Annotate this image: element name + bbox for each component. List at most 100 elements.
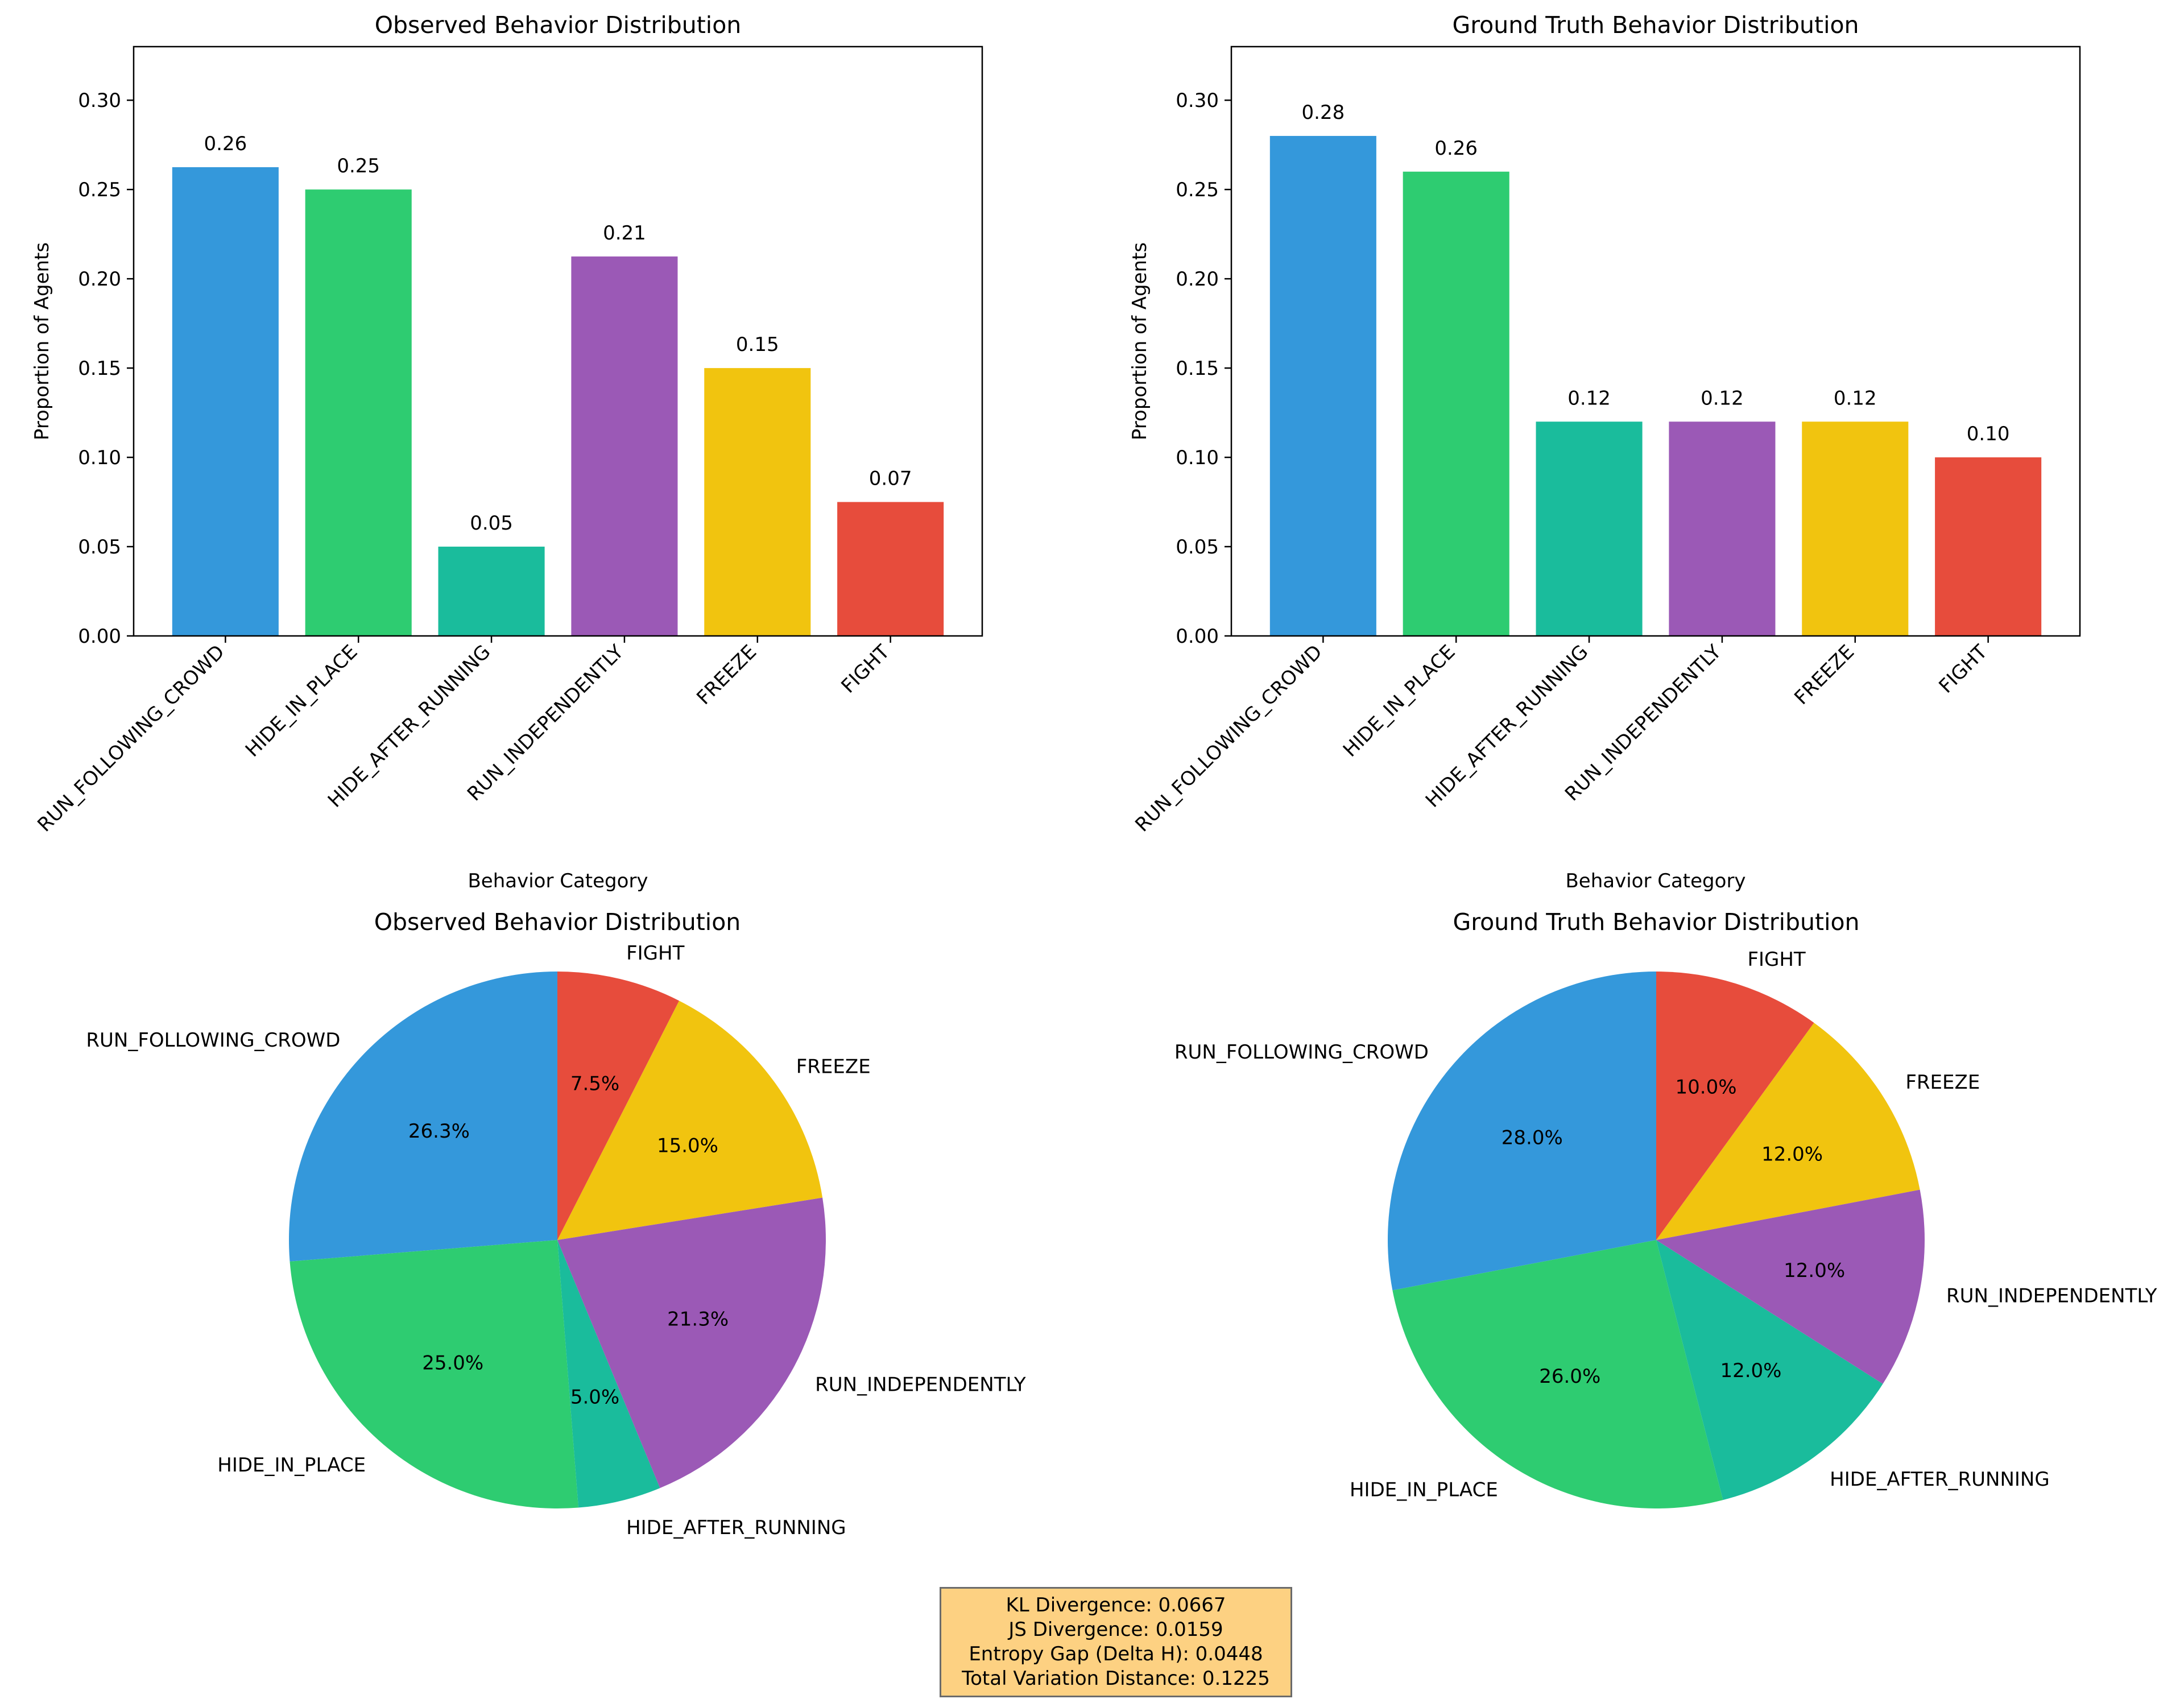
bar-value-label: 0.28 <box>1302 101 1345 124</box>
pie-slice-hide-after-running <box>1656 1240 1883 1501</box>
bar-value-label: 0.12 <box>1834 387 1877 410</box>
x-tick-label: HIDE_IN_PLACE <box>1339 640 1460 762</box>
x-tick-label: FREEZE <box>692 640 761 709</box>
pie-chart-1: Observed Behavior Distribution 26.3% RUN_F… <box>86 908 1025 1539</box>
pie-slice-freeze <box>1656 1023 1920 1240</box>
y-tick-label: 0.15 <box>1176 357 1219 380</box>
bar-chart-title: Ground Truth Behavior Distribution <box>1452 11 1859 39</box>
pie-percent-label: 26.3% <box>408 1120 470 1143</box>
pie-slice-run-independently <box>557 1197 826 1489</box>
x-tick-label: FIGHT <box>837 640 894 698</box>
x-tick-label: HIDE_IN_PLACE <box>241 640 362 762</box>
bar-hide-in-place <box>305 189 412 636</box>
pie-chart-title: Observed Behavior Distribution <box>374 908 741 936</box>
y-tick-label: 0.20 <box>78 268 121 291</box>
x-tick-label: FREEZE <box>1790 640 1859 709</box>
bar-value-label: 0.26 <box>1434 137 1478 160</box>
bar-hide-after-running <box>1536 421 1643 636</box>
pie-category-label: RUN_INDEPENDENTLY <box>815 1373 1026 1396</box>
pie-category-label: HIDE_IN_PLACE <box>217 1454 366 1477</box>
pie-slice-hide-in-place <box>289 1240 578 1508</box>
pie-slice-run-following-crowd <box>289 972 557 1262</box>
pie-percent-label: 12.0% <box>1761 1143 1823 1165</box>
bar-value-label: 0.12 <box>1567 387 1611 410</box>
pie-percent-label: 28.0% <box>1502 1126 1563 1149</box>
pie-category-label: FREEZE <box>1905 1071 1980 1094</box>
bar-chart-2: Ground Truth Behavior Distribution 0.28 0.… <box>1128 11 2081 892</box>
bar-value-label: 0.07 <box>869 468 912 490</box>
bar-value-label: 0.10 <box>1967 423 2010 445</box>
pie-category-label: FIGHT <box>626 942 684 965</box>
pie-percent-label: 25.0% <box>422 1351 483 1374</box>
pie-slice-run-independently <box>1656 1189 1925 1384</box>
pie-percent-label: 26.0% <box>1539 1365 1600 1388</box>
pie-category-label: HIDE_AFTER_RUNNING <box>1830 1468 2050 1491</box>
pie-category-label: FREEZE <box>796 1055 871 1078</box>
y-tick-label: 0.10 <box>78 447 121 469</box>
y-tick-label: 0.30 <box>78 89 121 112</box>
bar-value-label: 0.25 <box>337 155 380 177</box>
bar-value-label: 0.15 <box>736 333 779 356</box>
pie-percent-label: 21.3% <box>667 1308 729 1330</box>
bar-hide-after-running <box>438 547 545 636</box>
pie-percent-label: 12.0% <box>1784 1259 1845 1282</box>
y-tick-label: 0.15 <box>78 357 121 380</box>
bar-chart-1: Observed Behavior Distribution 0.26 0.25 0.… <box>31 11 983 892</box>
bar-value-label: 0.21 <box>603 222 646 245</box>
x-axis-label: Behavior Category <box>1565 870 1745 892</box>
total-variation-text: Total Variation Distance: 0.1225 <box>962 1667 1270 1690</box>
x-axis-label: Behavior Category <box>468 870 648 892</box>
bar-fight <box>1935 457 2042 636</box>
bar-value-label: 0.26 <box>204 133 247 155</box>
bar-hide-in-place <box>1403 171 1509 636</box>
bar-value-label: 0.12 <box>1701 387 1744 410</box>
js-divergence-text: JS Divergence: 0.0159 <box>1008 1618 1223 1641</box>
metrics-box: KL Divergence: 0.0667 JS Divergence: 0.0… <box>940 1587 1292 1697</box>
y-tick-label: 0.25 <box>1176 179 1219 201</box>
pie-percent-label: 7.5% <box>570 1073 619 1096</box>
x-tick-label: RUN_INDEPENDENTLY <box>1561 640 1726 805</box>
bar-freeze <box>704 368 811 636</box>
pie-chart-title: Ground Truth Behavior Distribution <box>1453 908 1859 936</box>
pie-chart-2: Ground Truth Behavior Distribution 28.0% R… <box>1174 908 2157 1508</box>
y-tick-label: 0.05 <box>78 536 121 559</box>
pie-category-label: RUN_INDEPENDENTLY <box>1946 1284 2157 1307</box>
y-tick-label: 0.25 <box>78 179 121 201</box>
y-tick-label: 0.10 <box>1176 447 1219 469</box>
pie-percent-label: 12.0% <box>1720 1359 1781 1382</box>
entropy-gap-text: Entropy Gap (Delta H): 0.0448 <box>969 1643 1263 1665</box>
x-tick-label: FIGHT <box>1934 640 1992 698</box>
bar-freeze <box>1802 421 1909 636</box>
pie-category-label: FIGHT <box>1747 948 1805 971</box>
x-tick-label: RUN_FOLLOWING_CROWD <box>33 640 229 836</box>
pie-slice-hide-after-running <box>557 1240 660 1508</box>
axes-frame <box>1230 46 2081 637</box>
bar-value-label: 0.05 <box>470 512 513 535</box>
bar-fight <box>837 502 944 636</box>
pie-category-label: HIDE_IN_PLACE <box>1350 1478 1498 1501</box>
x-tick-label: RUN_FOLLOWING_CROWD <box>1131 640 1326 836</box>
pie-category-label: RUN_FOLLOWING_CROWD <box>86 1029 340 1052</box>
bar-run-independently <box>571 256 678 636</box>
y-tick-label: 0.20 <box>1176 268 1219 291</box>
pie-slice-freeze <box>557 1001 823 1240</box>
y-axis-label: Proportion of Agents <box>1128 242 1151 440</box>
pie-slice-hide-in-place <box>1392 1240 1723 1508</box>
y-axis-label: Proportion of Agents <box>31 242 53 440</box>
y-tick-label: 0.05 <box>1176 536 1219 559</box>
bar-run-following-crowd <box>1269 135 1376 636</box>
pie-slice-fight <box>557 972 680 1240</box>
pie-percent-label: 15.0% <box>657 1134 718 1157</box>
bar-run-independently <box>1669 421 1776 636</box>
y-tick-label: 0.00 <box>78 625 121 648</box>
pie-percent-label: 10.0% <box>1676 1076 1737 1099</box>
axes-frame <box>133 46 983 637</box>
y-tick-label: 0.00 <box>1176 625 1219 648</box>
x-tick-label: RUN_INDEPENDENTLY <box>463 640 628 805</box>
y-tick-label: 0.30 <box>1176 89 1219 112</box>
bar-run-following-crowd <box>172 167 279 636</box>
pie-slice-fight <box>1656 972 1814 1240</box>
bar-chart-title: Observed Behavior Distribution <box>375 11 742 39</box>
pie-percent-label: 5.0% <box>570 1386 619 1408</box>
